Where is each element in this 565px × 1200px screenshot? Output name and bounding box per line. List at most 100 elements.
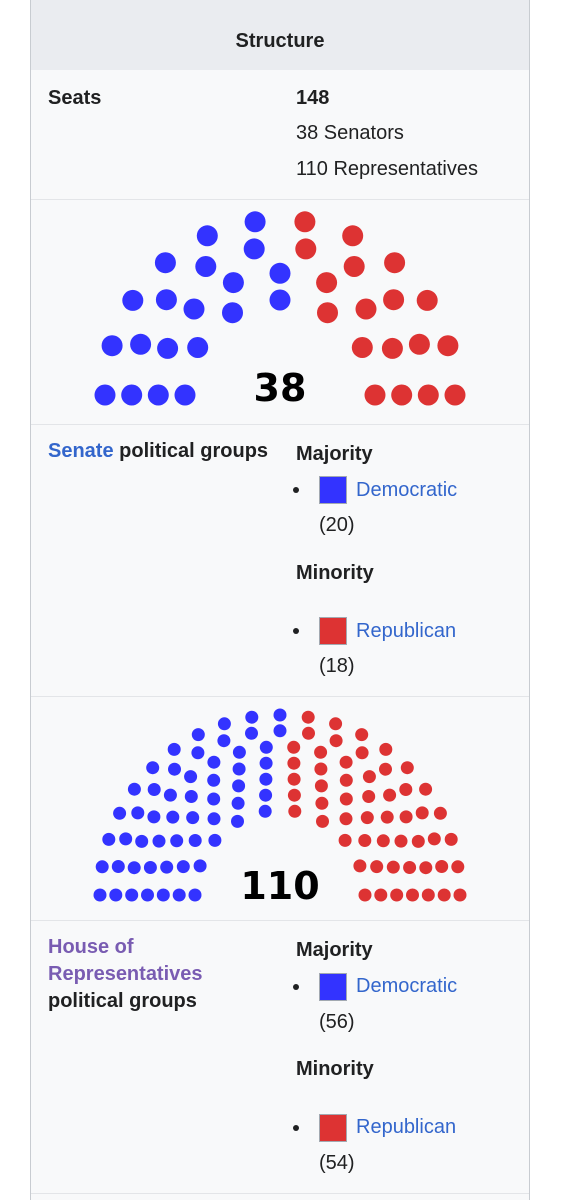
democratic-seat <box>127 861 141 875</box>
senate-majority-label: Majority <box>296 443 373 465</box>
house-of-representatives-link-line2[interactable]: Representatives <box>48 963 203 985</box>
republican-seat <box>339 792 353 806</box>
republican-seat <box>380 810 394 824</box>
republican-seat <box>427 832 441 846</box>
republican-seat <box>386 860 400 874</box>
democratic-seat <box>217 734 231 748</box>
house-republican-count: (54) <box>319 1152 355 1174</box>
divider <box>31 199 529 200</box>
house-democratic-count: (56) <box>319 1011 355 1033</box>
republican-seat <box>362 770 376 784</box>
republican-seat <box>314 745 328 759</box>
seats-senators: 38 Senators <box>296 122 404 144</box>
democratic-seat <box>125 888 139 902</box>
republican-seat <box>391 384 413 406</box>
seat-total-label: 38 <box>254 366 307 410</box>
divider <box>31 424 529 425</box>
republican-seat <box>383 289 405 311</box>
house-of-representatives-link-line1[interactable]: House of <box>48 936 134 958</box>
republican-seat <box>394 834 408 848</box>
republican-seat <box>294 211 316 233</box>
republican-seat <box>415 806 429 820</box>
republican-seat <box>381 337 403 359</box>
democratic-seat <box>269 262 291 284</box>
democratic-seat <box>167 742 181 756</box>
senate-link[interactable]: Senate <box>48 440 114 462</box>
republican-seat <box>342 225 364 247</box>
republican-seat <box>437 335 459 357</box>
list-bullet <box>293 984 299 990</box>
democratic-seat <box>208 833 222 847</box>
house-seat-chart: 110 <box>93 708 467 908</box>
democratic-seat <box>232 762 246 776</box>
republican-seat <box>399 810 413 824</box>
republican-seat <box>403 861 417 874</box>
democratic-seat <box>174 384 196 406</box>
republican-seat <box>314 779 328 793</box>
democratic-seat <box>244 211 266 233</box>
democratic-seat <box>160 860 174 874</box>
seats-total: 148 <box>296 87 330 109</box>
structure-header: Structure <box>31 12 529 70</box>
democratic-seat <box>141 888 154 902</box>
republican-seat <box>419 782 433 796</box>
list-bullet <box>293 628 299 634</box>
republican-seat <box>417 384 439 406</box>
house-groups-label: House of Representatives political group… <box>48 934 203 1015</box>
republican-seat <box>358 834 372 847</box>
house-democratic-link[interactable]: Democratic <box>356 975 458 997</box>
democratic-seat <box>207 755 221 769</box>
republican-seat <box>339 812 353 826</box>
republican-seat <box>287 740 301 754</box>
democratic-seat <box>135 834 149 848</box>
democratic-seat <box>231 814 244 828</box>
senate-republican-link[interactable]: Republican <box>356 620 457 642</box>
democratic-seat <box>195 256 217 277</box>
republican-seat <box>315 796 329 810</box>
democratic-seat <box>170 834 184 848</box>
democratic-seat <box>193 859 207 873</box>
republican-seat <box>408 333 430 355</box>
republican-seat <box>399 783 413 796</box>
senate-democratic-link[interactable]: Democratic <box>356 479 458 501</box>
democratic-seat <box>196 225 218 247</box>
republican-seat <box>379 742 393 756</box>
republican-seat <box>400 761 414 775</box>
republican-seat <box>374 888 388 902</box>
house-republican-link[interactable]: Republican <box>356 1116 457 1138</box>
senate-minority-label: Minority <box>296 562 374 584</box>
democratic-seat <box>163 788 177 802</box>
republican-seat <box>376 834 390 848</box>
democratic-seat <box>152 834 166 848</box>
senate-republican-count: (18) <box>319 655 355 677</box>
republican-seat <box>379 762 392 776</box>
democratic-seat <box>146 761 160 775</box>
democratic-seat <box>166 810 180 824</box>
republican-seat <box>343 256 365 277</box>
republican-seat <box>421 888 435 902</box>
republican-seat <box>384 252 406 274</box>
list-bullet <box>293 1125 299 1131</box>
democratic-seat <box>109 888 123 902</box>
democratic-seat <box>231 796 245 810</box>
democratic-color-swatch <box>319 476 347 504</box>
democratic-seat <box>217 717 231 731</box>
democratic-seat <box>121 384 143 406</box>
republican-seat <box>339 773 353 787</box>
democratic-seat <box>127 782 141 796</box>
republican-seat <box>360 811 374 825</box>
republican-seat <box>411 834 425 848</box>
democratic-seat <box>156 888 170 902</box>
republican-seat <box>295 238 317 260</box>
republican-seat <box>353 859 367 873</box>
senate-democratic-count: (20) <box>319 514 355 536</box>
democratic-seat <box>184 790 198 803</box>
democratic-seat <box>147 810 161 824</box>
democratic-seat <box>183 298 205 320</box>
democratic-seat <box>102 832 116 846</box>
republican-color-swatch <box>319 617 347 645</box>
democratic-seat <box>258 804 272 818</box>
republican-seat <box>419 861 433 875</box>
republican-seat <box>301 710 315 724</box>
republican-seat <box>390 888 404 902</box>
